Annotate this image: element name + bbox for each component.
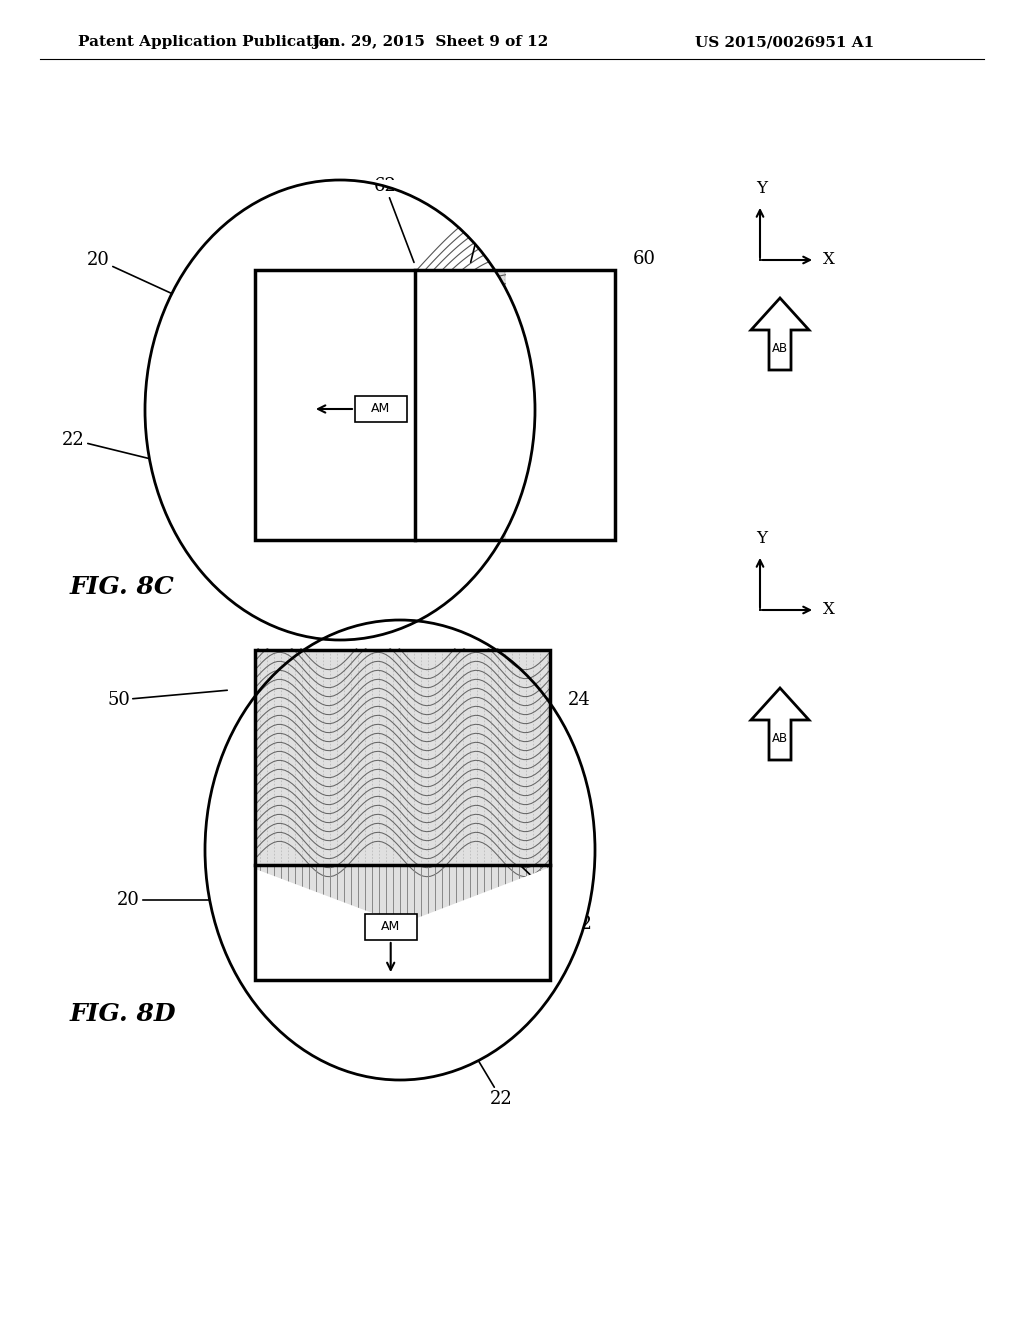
Text: Jan. 29, 2015  Sheet 9 of 12: Jan. 29, 2015 Sheet 9 of 12 <box>312 36 548 49</box>
Polygon shape <box>751 298 809 370</box>
Bar <box>415 271 615 540</box>
Text: 20: 20 <box>87 251 172 294</box>
Text: Patent Application Publication: Patent Application Publication <box>78 36 340 49</box>
Text: 24: 24 <box>568 690 591 709</box>
Bar <box>255 622 550 648</box>
Text: FIG. 8D: FIG. 8D <box>70 1002 176 1026</box>
Text: 22: 22 <box>462 1032 513 1107</box>
Text: 50: 50 <box>108 690 227 709</box>
Text: X: X <box>823 252 835 268</box>
Text: AM: AM <box>372 403 390 416</box>
Text: 20: 20 <box>117 891 217 909</box>
Bar <box>506 271 615 540</box>
Text: 22: 22 <box>62 432 153 459</box>
Text: 60: 60 <box>418 568 455 644</box>
Bar <box>255 271 615 540</box>
Text: 50: 50 <box>471 190 498 263</box>
Bar <box>255 271 615 540</box>
Bar <box>255 865 550 979</box>
Polygon shape <box>145 180 615 640</box>
Text: 60: 60 <box>633 249 656 268</box>
Bar <box>255 649 550 979</box>
Bar <box>255 649 550 979</box>
Text: AM: AM <box>381 920 400 933</box>
Bar <box>255 271 415 540</box>
Polygon shape <box>340 180 615 640</box>
Bar <box>255 649 550 865</box>
Text: X: X <box>823 602 835 619</box>
Bar <box>355 396 407 422</box>
Text: FIG. 8C: FIG. 8C <box>70 576 175 599</box>
Text: AB: AB <box>772 731 788 744</box>
Polygon shape <box>205 850 595 1080</box>
Text: Y: Y <box>757 180 768 197</box>
Polygon shape <box>205 850 595 1080</box>
Bar <box>365 913 417 940</box>
Text: 62: 62 <box>374 177 414 263</box>
Ellipse shape <box>145 180 535 640</box>
Text: 62: 62 <box>522 867 593 933</box>
Text: AB: AB <box>772 342 788 355</box>
Text: US 2015/0026951 A1: US 2015/0026951 A1 <box>695 36 874 49</box>
Polygon shape <box>751 688 809 760</box>
Text: 24: 24 <box>515 194 538 213</box>
Text: Y: Y <box>757 531 768 546</box>
